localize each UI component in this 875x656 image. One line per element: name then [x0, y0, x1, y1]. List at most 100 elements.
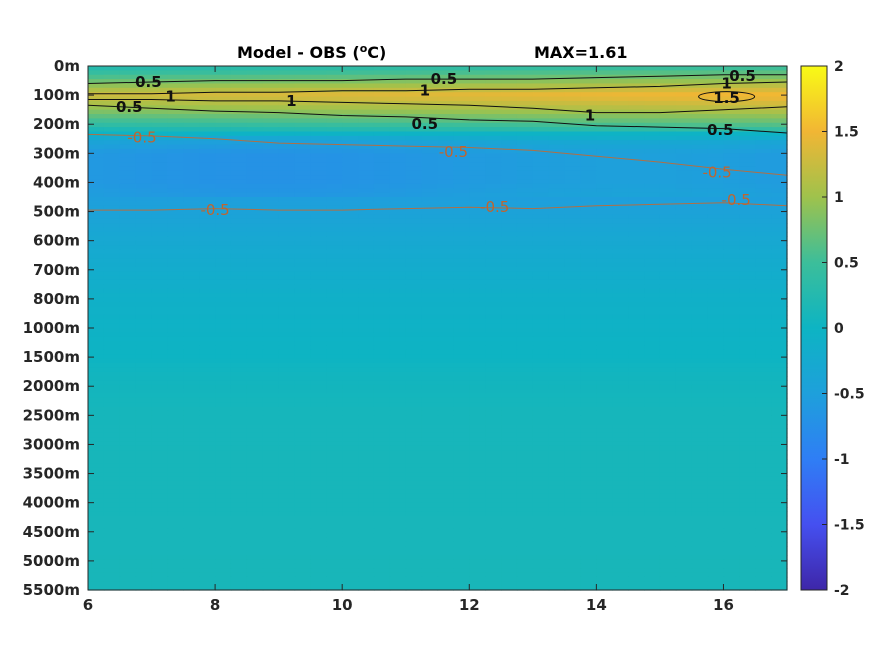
heatmap-cell — [215, 114, 232, 119]
heatmap-cell — [628, 227, 645, 233]
heatmap-cell — [310, 240, 327, 246]
heatmap-cell — [596, 188, 613, 194]
heatmap-cell — [453, 319, 470, 325]
heatmap-cell — [516, 79, 534, 85]
heatmap-cell — [88, 127, 105, 133]
heatmap-cell — [389, 240, 407, 246]
heatmap-cell — [755, 367, 772, 373]
heatmap-cell — [707, 502, 725, 508]
heatmap-cell — [326, 245, 343, 250]
heatmap-cell — [278, 236, 296, 242]
heatmap-cell — [501, 153, 518, 159]
heatmap-cell — [755, 498, 772, 504]
heatmap-cell — [516, 546, 534, 552]
heatmap-cell — [644, 314, 661, 320]
heatmap-cell — [183, 480, 200, 486]
heatmap-cell — [580, 70, 597, 76]
heatmap-cell — [755, 227, 772, 233]
heatmap-cell — [596, 546, 613, 552]
heatmap-cell — [326, 192, 343, 198]
heatmap-cell — [723, 498, 740, 504]
heatmap-cell — [135, 175, 153, 181]
heatmap-cell — [739, 162, 756, 168]
heatmap-cell — [596, 214, 613, 220]
heatmap-cell — [628, 328, 645, 333]
heatmap-cell — [485, 253, 502, 259]
heatmap-cell — [215, 96, 232, 102]
heatmap-cell — [532, 454, 550, 460]
heatmap-cell — [548, 249, 566, 255]
heatmap-cell — [548, 96, 566, 102]
heatmap-cell — [755, 279, 772, 285]
heatmap-cell — [596, 271, 613, 277]
heatmap-cell — [246, 410, 264, 416]
heatmap-cell — [437, 467, 454, 473]
heatmap-cell — [421, 105, 439, 111]
heatmap-cell — [771, 397, 788, 403]
heatmap-cell — [358, 66, 375, 71]
heatmap-cell — [262, 354, 280, 360]
heatmap-cell — [564, 546, 582, 552]
heatmap-cell — [453, 175, 470, 181]
heatmap-cell — [580, 227, 597, 233]
heatmap-cell — [675, 197, 693, 202]
heatmap-cell — [230, 546, 248, 552]
heatmap-cell — [405, 541, 423, 547]
heatmap-cell — [739, 249, 756, 255]
heatmap-cell — [119, 507, 137, 512]
heatmap-cell — [501, 450, 518, 456]
heatmap-cell — [405, 485, 423, 491]
heatmap-cell — [389, 83, 407, 89]
heatmap-cell — [88, 153, 105, 159]
heatmap-cell — [707, 485, 725, 491]
heatmap-cell — [215, 459, 232, 464]
heatmap-cell — [644, 502, 661, 508]
heatmap-cell — [564, 279, 582, 285]
heatmap-cell — [215, 293, 232, 299]
heatmap-cell — [310, 70, 327, 76]
heatmap-cell — [199, 367, 216, 373]
heatmap-cell — [183, 507, 200, 512]
heatmap-cell — [755, 384, 772, 390]
heatmap-cell — [580, 480, 597, 486]
heatmap-cell — [246, 223, 264, 229]
heatmap-cell — [580, 210, 597, 216]
heatmap-cell — [421, 498, 439, 504]
heatmap-cell — [88, 166, 105, 172]
heatmap-cell — [103, 249, 121, 255]
heatmap-cell — [262, 79, 280, 85]
heatmap-cell — [453, 100, 470, 106]
heatmap-cell — [739, 105, 756, 111]
heatmap-cell — [659, 240, 677, 246]
heatmap-cell — [691, 271, 709, 277]
heatmap-cell — [659, 498, 677, 504]
heatmap-cell — [485, 349, 502, 355]
heatmap-cell — [262, 406, 280, 412]
heatmap-cell — [453, 92, 470, 98]
heatmap-cell — [548, 79, 566, 85]
heatmap-cell — [644, 520, 661, 526]
heatmap-cell — [358, 74, 375, 80]
heatmap-cell — [421, 463, 439, 469]
heatmap-cell — [659, 354, 677, 360]
heatmap-cell — [739, 362, 756, 368]
heatmap-cell — [739, 498, 756, 504]
heatmap-cell — [278, 74, 296, 80]
heatmap-cell — [644, 297, 661, 303]
heatmap-cell — [246, 367, 264, 373]
heatmap-cell — [771, 389, 788, 395]
heatmap-cell — [771, 258, 788, 264]
heatmap-cell — [644, 459, 661, 464]
heatmap-cell — [501, 507, 518, 512]
heatmap-cell — [501, 555, 518, 561]
heatmap-cell — [612, 262, 629, 268]
heatmap-cell — [119, 371, 137, 377]
heatmap-cell — [373, 328, 391, 333]
heatmap-cell — [612, 70, 629, 76]
heatmap-cell — [453, 79, 470, 85]
heatmap-cell — [437, 179, 454, 185]
heatmap-cell — [310, 83, 327, 89]
heatmap-cell — [230, 314, 248, 320]
heatmap-cell — [691, 515, 709, 521]
heatmap-cell — [453, 520, 470, 526]
